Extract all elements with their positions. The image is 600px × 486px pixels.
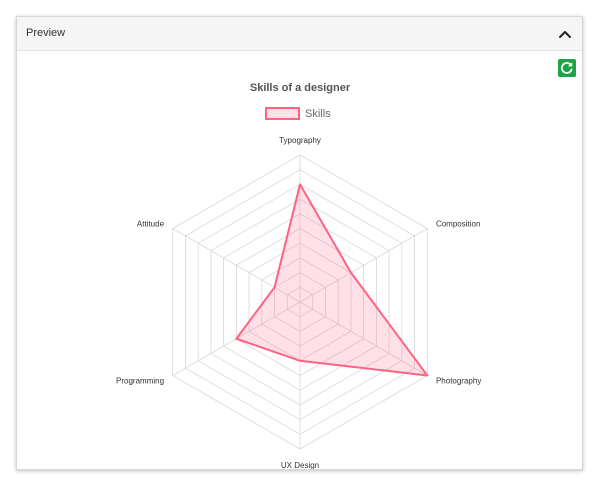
grid-spoke (299, 301, 428, 376)
grid-spoke (172, 228, 301, 303)
radar-grid (172, 154, 428, 450)
refresh-icon (560, 62, 573, 74)
radar-series (235, 183, 429, 377)
axis-labels: Typography Composition Photography UX Desig… (116, 136, 481, 469)
panel-title: Preview (26, 27, 66, 39)
preview-panel: Preview Skills of a designer Skills Typo… (16, 16, 583, 470)
axis-label-photography: Photography (436, 377, 481, 386)
axis-label-composition: Composition (436, 220, 480, 229)
axis-label-attitude: Attitude (137, 220, 165, 229)
chevron-up-icon (559, 31, 571, 38)
chart-legend: Skills (265, 107, 331, 120)
legend-label: Skills (305, 108, 331, 120)
panel-header: Preview (17, 17, 582, 51)
chart-title: Skills of a designer (250, 82, 351, 94)
axis-label-programming: Programming (116, 377, 164, 386)
grid-spoke (299, 228, 428, 303)
series-polygon (235, 183, 429, 377)
radar-chart: Skills of a designer Skills Typography Co… (116, 82, 481, 469)
collapse-button[interactable] (554, 23, 576, 45)
axis-label-ux-design: UX Design (281, 461, 319, 469)
refresh-button[interactable] (558, 59, 576, 77)
axis-label-typography: Typography (279, 136, 321, 145)
legend-swatch (265, 107, 300, 120)
